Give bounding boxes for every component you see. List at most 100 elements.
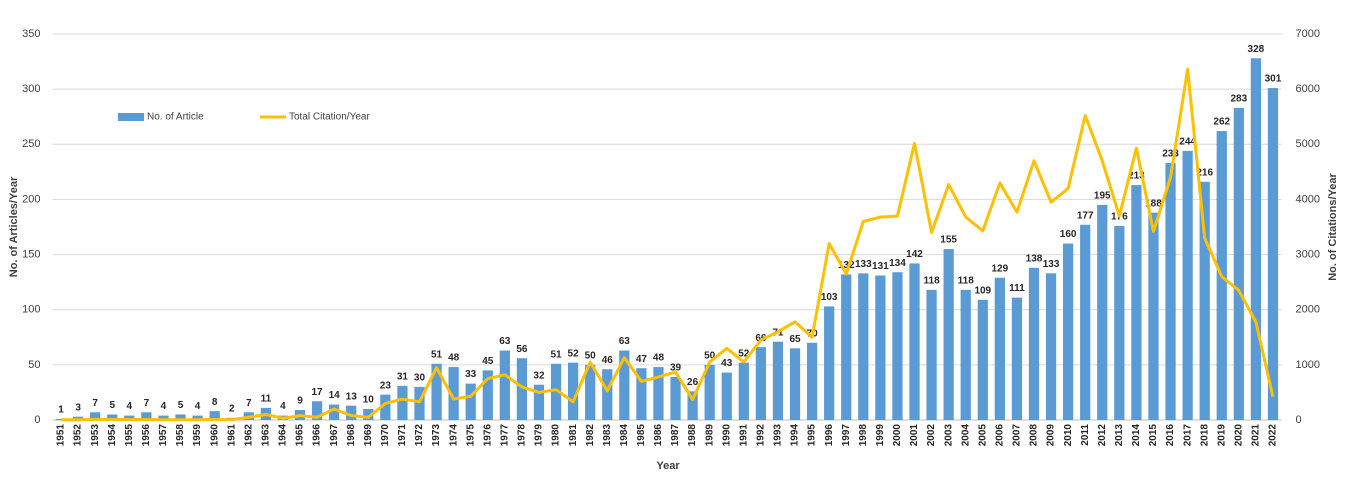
bar [602,369,613,420]
bar [141,412,152,420]
data-label: 50 [585,350,597,361]
x-tick-label: 1972 [414,424,425,447]
bar [465,383,476,420]
data-label: 13 [346,391,358,402]
data-label: 1 [58,405,64,416]
bar [619,350,630,420]
x-tick-label: 1996 [824,424,835,447]
data-label: 7 [92,398,98,409]
y2-tick-label: 4000 [1296,193,1320,205]
y2-tick-label: 3000 [1296,248,1320,260]
data-label: 3 [75,402,81,413]
data-label: 195 [1094,191,1111,202]
data-label: 63 [619,336,631,347]
x-tick-label: 1997 [841,424,852,447]
data-label: 32 [533,370,545,381]
x-tick-label: 1968 [346,424,357,447]
x-tick-label: 1963 [261,424,272,447]
bar [1045,273,1057,420]
x-tick-label: 1983 [602,424,613,447]
data-label: 23 [380,380,392,391]
x-tick-label: 1955 [124,424,135,447]
x-tick-label: 1991 [738,424,749,447]
bar [806,342,818,420]
legend-label: No. of Article [147,112,204,123]
data-label: 11 [261,394,272,405]
data-label: 48 [653,353,665,364]
x-tick-label: 2016 [1165,424,1176,447]
bar [311,401,323,420]
x-tick-label: 2017 [1182,424,1193,447]
x-tick-label: 1986 [653,424,664,447]
x-tick-label: 1984 [619,424,630,447]
bar [90,412,101,420]
bar [1267,88,1279,420]
bar [1063,243,1074,420]
bar [533,384,545,420]
data-label: 7 [144,398,150,409]
x-tick-label: 1978 [517,424,528,447]
data-label: 52 [568,348,580,359]
bar [380,394,391,420]
y2-tick-label: 5000 [1296,138,1320,150]
bar [755,347,767,420]
bar [1080,224,1091,420]
data-label: 48 [448,353,460,364]
bar [1131,185,1142,420]
data-label: 134 [889,258,906,269]
y-tick-label: 200 [22,193,40,205]
x-tick-label: 2020 [1233,424,1244,447]
bar [653,367,664,420]
data-label: 244 [1179,137,1196,148]
bar [721,372,732,420]
data-label: 2 [229,403,235,414]
x-tick-label: 1956 [141,424,152,447]
x-tick-label: 1973 [431,424,442,447]
data-label: 111 [1009,283,1025,294]
x-tick-label: 1990 [721,424,732,447]
bar [994,277,1005,420]
bar [1114,225,1125,420]
bar [875,275,886,420]
bar [1165,163,1176,420]
bar [1097,204,1108,420]
bar [192,415,203,420]
data-label: 118 [924,276,941,287]
x-tick-label: 1951 [56,424,67,447]
data-label: 216 [1196,167,1213,178]
x-tick-label: 2002 [926,424,937,447]
data-label: 138 [1026,253,1043,264]
bar [585,364,596,420]
bar [175,414,186,420]
x-tick-label: 1995 [807,424,818,447]
x-tick-label: 1979 [534,424,545,447]
x-tick-label: 1971 [397,424,408,447]
x-tick-label: 1982 [585,424,596,447]
bar [482,370,493,420]
data-label: 301 [1265,74,1282,85]
bar [431,363,442,420]
line [61,67,1275,422]
bar [329,404,340,420]
bar [1148,212,1159,420]
y2-tick-label: 1000 [1296,359,1320,371]
data-label: 213 [1128,171,1145,182]
x-tick-label: 1999 [875,424,886,447]
x-tick-label: 2003 [943,424,954,447]
bar [550,363,562,420]
bar [892,272,903,420]
bar [363,408,374,420]
x-tick-label: 1981 [568,424,579,447]
bar [1182,150,1193,420]
data-label: 328 [1248,44,1265,55]
x-tick-label: 1970 [380,424,391,447]
x-tick-label: 2022 [1268,424,1279,447]
x-tick-label: 1977 [499,424,510,447]
data-label: 177 [1077,210,1094,221]
data-label: 33 [465,369,477,380]
y2-tick-label: 6000 [1296,83,1320,95]
x-tick-label: 2007 [1012,424,1023,447]
x-tick-label: 1966 [312,424,323,447]
bar [841,274,852,420]
y-tick-label: 350 [22,28,40,40]
